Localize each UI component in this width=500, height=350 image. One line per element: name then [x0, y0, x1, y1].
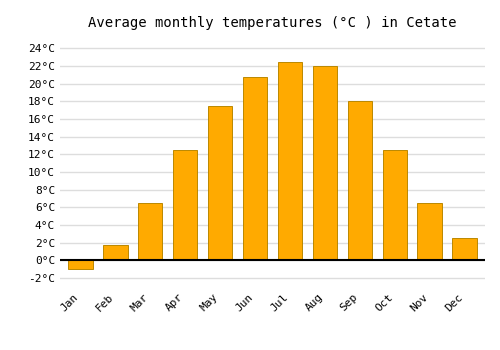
Bar — [278, 62, 302, 260]
Bar — [418, 203, 442, 260]
Bar — [243, 77, 268, 260]
Bar — [173, 150, 198, 260]
Bar — [312, 66, 337, 260]
Bar — [138, 203, 162, 260]
Bar — [208, 106, 233, 260]
Bar — [452, 238, 477, 260]
Bar — [348, 101, 372, 260]
Bar — [103, 245, 128, 260]
Bar — [68, 260, 92, 269]
Title: Average monthly temperatures (°C ) in Cetate: Average monthly temperatures (°C ) in Ce… — [88, 16, 457, 30]
Bar — [382, 150, 407, 260]
